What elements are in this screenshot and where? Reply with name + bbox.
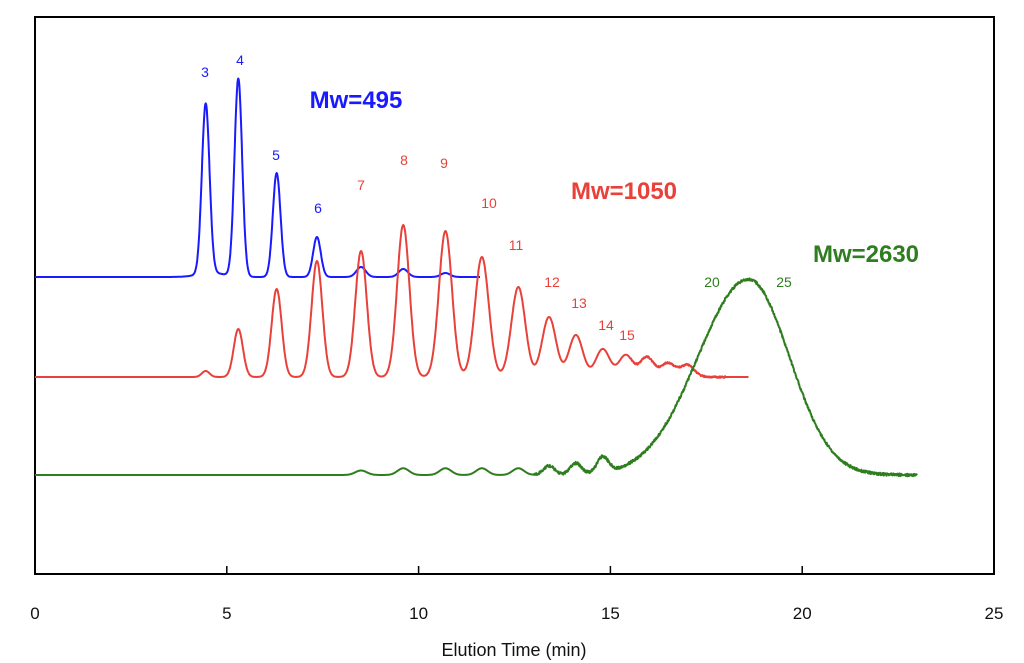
peak-label: 25 — [776, 274, 792, 290]
peak-label: 4 — [236, 52, 244, 68]
peak-label: 13 — [571, 295, 587, 311]
x-tick-label: 25 — [985, 604, 1004, 623]
series-line-2 — [34, 224, 750, 379]
peak-label: 12 — [544, 274, 560, 290]
x-tick-label: 5 — [222, 604, 231, 623]
peak-label: 11 — [509, 237, 524, 253]
series-title-3: Mw=2630 — [813, 241, 919, 268]
traces-group — [34, 77, 918, 478]
series-title-1: Mw=495 — [310, 87, 403, 114]
x-tick-label: 20 — [793, 604, 812, 623]
series-line-1 — [34, 77, 481, 278]
peak-label: 15 — [619, 327, 635, 343]
peak-label: 3 — [201, 64, 209, 80]
peak-label: 8 — [400, 152, 408, 168]
peak-label: 7 — [357, 177, 365, 193]
x-tick-label: 10 — [409, 604, 428, 623]
series-line-3 — [34, 277, 918, 478]
peak-label: 5 — [272, 147, 280, 163]
series-titles-group: Mw=495 Mw=1050 Mw=2630 — [310, 87, 919, 268]
peak-label: 20 — [704, 274, 720, 290]
peak-labels-group: 3 4 5 6 7 8 9 10 11 12 13 14 15 20 25 — [201, 52, 792, 343]
x-axis-title: Elution Time (min) — [441, 640, 586, 660]
peak-label: 9 — [440, 155, 448, 171]
peak-label: 14 — [598, 317, 614, 333]
peak-label: 6 — [314, 200, 322, 216]
x-tick-label: 15 — [601, 604, 620, 623]
x-axis-ticks: 0 5 10 15 20 25 — [30, 566, 1003, 623]
x-tick-label: 0 — [30, 604, 39, 623]
series-title-2: Mw=1050 — [571, 178, 677, 205]
peak-label: 10 — [481, 195, 497, 211]
